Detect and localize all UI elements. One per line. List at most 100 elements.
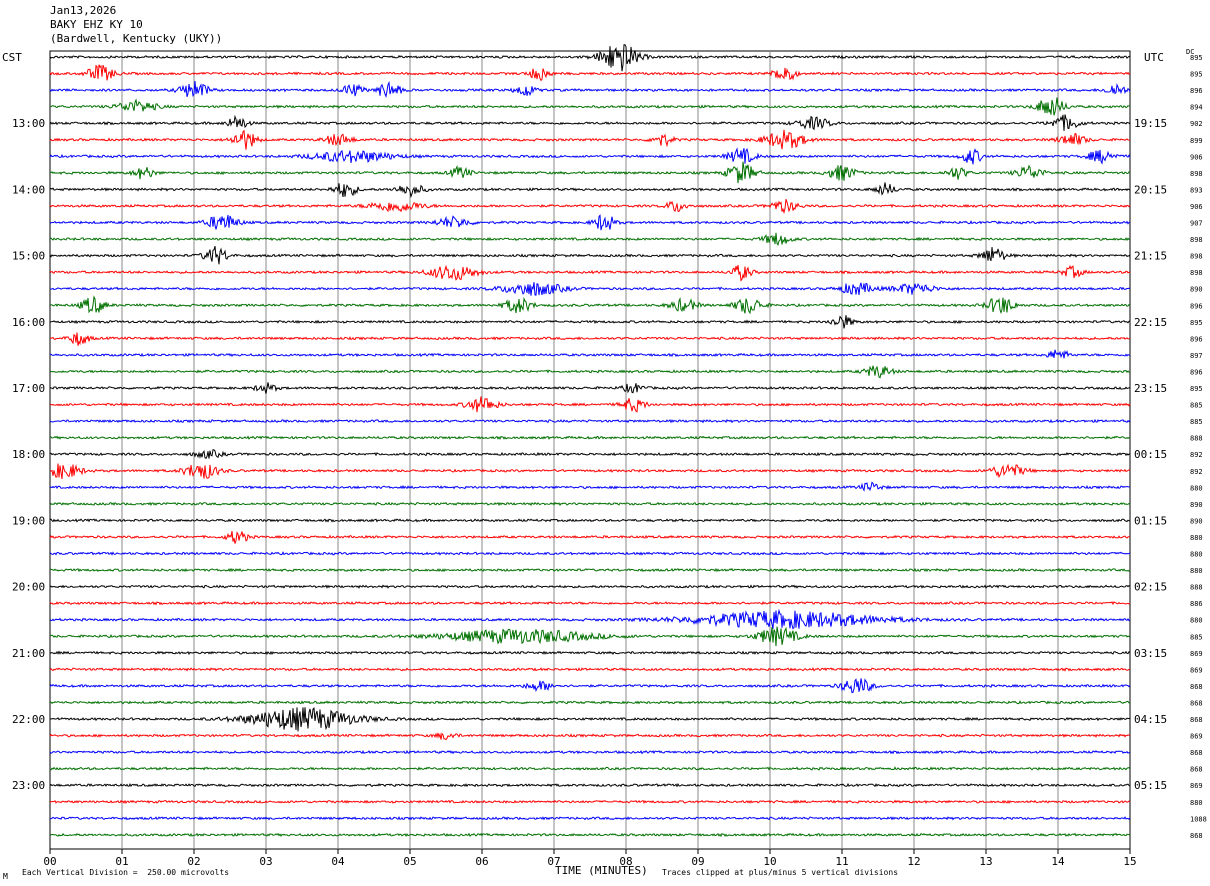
dc-column-header: DC xyxy=(1186,48,1195,56)
header-date: Jan13,2026 xyxy=(50,4,117,17)
seismic-trace xyxy=(49,264,1131,282)
seismic-trace xyxy=(49,161,1131,184)
x-tick-label: 00 xyxy=(43,855,56,868)
seismic-trace xyxy=(49,608,1131,630)
seismic-trace xyxy=(49,114,1131,131)
seismic-trace xyxy=(49,64,1131,82)
left-hour-label: 18:00 xyxy=(12,448,45,461)
x-tick-label: 12 xyxy=(907,855,920,868)
plot-frame xyxy=(49,50,1131,850)
dc-offset-label: 869 xyxy=(1190,733,1203,741)
seismic-trace xyxy=(49,700,1131,705)
x-tick-label: 03 xyxy=(259,855,272,868)
dc-offset-label: 898 xyxy=(1190,253,1203,261)
right-hour-label: 20:15 xyxy=(1134,183,1167,196)
seismic-trace xyxy=(49,707,1131,732)
seismic-trace xyxy=(49,584,1131,589)
seismic-trace xyxy=(49,80,1131,98)
dc-offset-label: 885 xyxy=(1190,402,1203,410)
x-tick-label: 13 xyxy=(979,855,992,868)
dc-offset-label: 896 xyxy=(1190,302,1203,310)
dc-offset-label: 880 xyxy=(1190,617,1203,625)
right-hour-label: 03:15 xyxy=(1134,647,1167,660)
seismic-trace xyxy=(49,463,1131,480)
seismic-trace xyxy=(49,282,1131,296)
right-hour-label: 02:15 xyxy=(1134,581,1167,594)
seismic-trace xyxy=(50,332,1131,346)
dc-offset-label: 895 xyxy=(1190,71,1203,79)
dc-offset-label: 897 xyxy=(1190,352,1203,360)
seismic-trace xyxy=(49,832,1131,838)
dc-offset-label: 885 xyxy=(1190,633,1203,641)
dc-offset-label: 896 xyxy=(1190,335,1203,343)
seismic-trace xyxy=(49,749,1131,755)
seismic-trace xyxy=(49,799,1131,805)
dc-offset-label: 880 xyxy=(1190,551,1203,559)
left-hour-label: 14:00 xyxy=(12,183,45,196)
seismic-trace xyxy=(49,129,1131,150)
dc-offset-label: 898 xyxy=(1190,236,1203,244)
dc-offset-label: 868 xyxy=(1190,832,1203,840)
seismic-trace xyxy=(49,315,1131,329)
seismic-trace xyxy=(49,678,1131,694)
dc-offset-label: 869 xyxy=(1190,782,1203,790)
right-hour-label: 19:15 xyxy=(1134,117,1167,130)
dc-offset-label: 906 xyxy=(1190,153,1203,161)
seismic-trace xyxy=(49,199,1131,215)
seismic-trace xyxy=(49,501,1131,507)
x-tick-label: 02 xyxy=(187,855,200,868)
seismic-trace xyxy=(49,650,1131,656)
seismic-trace xyxy=(49,667,1131,672)
right-hour-label: 04:15 xyxy=(1134,713,1167,726)
dc-offset-label: 880 xyxy=(1190,799,1203,807)
x-tick-label: 07 xyxy=(547,855,560,868)
dc-offset-label: 907 xyxy=(1190,220,1203,228)
dc-offset-label: 893 xyxy=(1190,186,1203,194)
x-axis-title: TIME (MINUTES) xyxy=(555,864,648,877)
dc-offset-label: 906 xyxy=(1190,203,1203,211)
header-location: (Bardwell, Kentucky (UKY)) xyxy=(50,32,223,45)
dc-offset-label: 890 xyxy=(1190,501,1203,509)
right-hour-label: 21:15 xyxy=(1134,250,1167,263)
seismic-trace xyxy=(49,601,1131,606)
left-hour-label: 16:00 xyxy=(12,316,45,329)
seismic-trace xyxy=(49,567,1131,573)
dc-offset-label: 899 xyxy=(1190,137,1203,145)
dc-offset-label: 898 xyxy=(1190,269,1203,277)
right-timezone-label: UTC xyxy=(1144,51,1164,64)
corner-mark: M xyxy=(3,872,8,881)
dc-offset-label: 890 xyxy=(1190,286,1203,294)
x-tick-label: 14 xyxy=(1051,855,1065,868)
dc-offset-label: 868 xyxy=(1190,699,1203,707)
dc-offset-label: 896 xyxy=(1190,87,1203,95)
dc-offset-label: 880 xyxy=(1190,484,1203,492)
dc-offset-label: 894 xyxy=(1190,104,1203,112)
dc-offset-label: 892 xyxy=(1190,468,1203,476)
left-hour-label: 22:00 xyxy=(12,713,45,726)
dc-offset-label: 898 xyxy=(1190,170,1203,178)
right-hour-label: 05:15 xyxy=(1134,779,1167,792)
right-hour-label: 00:15 xyxy=(1134,448,1167,461)
footer-scale-note: Each Vertical Division = 250.00 microvol… xyxy=(22,868,230,877)
footer-clip-note: Traces clipped at plus/minus 5 vertical … xyxy=(662,868,899,877)
seismic-trace xyxy=(49,182,1131,199)
seismic-trace xyxy=(49,232,1131,246)
seismic-trace xyxy=(50,349,1131,359)
header-station: BAKY EHZ KY 10 xyxy=(50,18,143,31)
dc-offset-label: 868 xyxy=(1190,766,1203,774)
dc-offset-label: 895 xyxy=(1190,54,1203,62)
dc-offset-label: 868 xyxy=(1190,749,1203,757)
left-hour-label: 15:00 xyxy=(12,250,45,263)
left-hour-label: 23:00 xyxy=(12,779,45,792)
seismic-trace xyxy=(49,418,1131,424)
seismic-trace xyxy=(49,44,1131,72)
left-hour-label: 17:00 xyxy=(12,382,45,395)
right-hour-label: 23:15 xyxy=(1134,382,1167,395)
seismic-trace xyxy=(49,214,1131,231)
seismic-trace xyxy=(49,782,1131,788)
dc-offset-label: 892 xyxy=(1190,451,1203,459)
dc-offset-label: 890 xyxy=(1190,517,1203,525)
dc-offset-label: 902 xyxy=(1190,120,1203,128)
seismic-trace xyxy=(49,732,1131,741)
